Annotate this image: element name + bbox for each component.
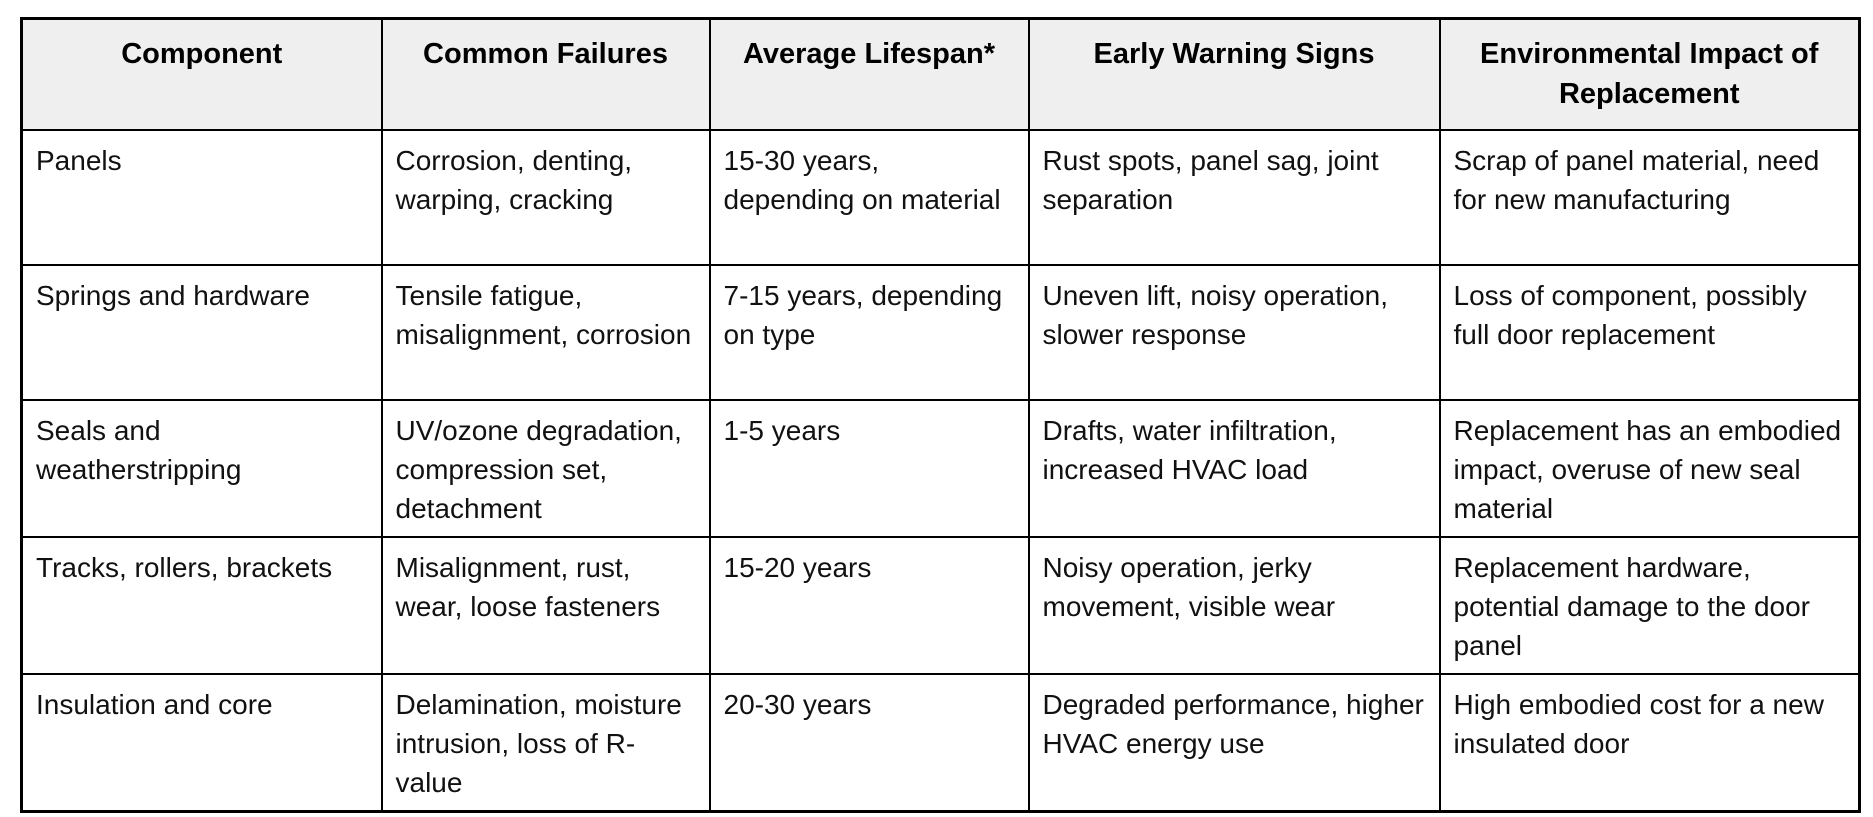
table-cell: Uneven lift, noisy operation, slower res…: [1027, 263, 1441, 401]
column-header-common-failures: Common Failures: [380, 17, 711, 131]
table-cell: High embodied cost for a new insulated d…: [1438, 672, 1861, 812]
table-cell: Misalignment, rust, wear, loose fastener…: [380, 535, 711, 675]
table-cell: Corrosion, denting, warping, cracking: [380, 128, 711, 266]
table-cell: Degraded performance, higher HVAC energy…: [1027, 672, 1441, 812]
table-row-panels: Panels Corrosion, denting, warping, crack…: [20, 128, 1861, 266]
table-cell: 20-30 years: [708, 672, 1030, 812]
table-cell: Insulation and core: [20, 672, 383, 812]
table-cell: Delamination, moisture intrusion, loss o…: [380, 672, 711, 812]
table-row-springs-and-hardware: Springs and hardware Tensile fatigue, mis…: [20, 263, 1861, 401]
component-lifespan-table: Component Common Failures Average Lifespan…: [20, 17, 1861, 813]
table-cell: Rust spots, panel sag, joint separation: [1027, 128, 1441, 266]
column-header-component: Component: [20, 17, 383, 131]
table-cell: Loss of component, possibly full door re…: [1438, 263, 1861, 401]
table-cell: Scrap of panel material, need for new ma…: [1438, 128, 1861, 266]
table-cell: 7-15 years, depending on type: [708, 263, 1030, 401]
table-row-tracks-rollers-brackets: Tracks, rollers, brackets Misalignment, r…: [20, 535, 1861, 675]
table-cell: 15-30 years, depending on material: [708, 128, 1030, 266]
column-header-early-warning-signs: Early Warning Signs: [1027, 17, 1441, 131]
table-row-seals-and-weatherstripping: Seals and weatherstripping UV/ozone degra…: [20, 398, 1861, 538]
table-cell: Noisy operation, jerky movement, visible…: [1027, 535, 1441, 675]
table-cell: Seals and weatherstripping: [20, 398, 383, 538]
table-cell: 15-20 years: [708, 535, 1030, 675]
table-cell: Springs and hardware: [20, 263, 383, 401]
table-cell: UV/ozone degradation, compression set, d…: [380, 398, 711, 538]
table-cell: Replacement hardware, potential damage t…: [1438, 535, 1861, 675]
table-cell: 1-5 years: [708, 398, 1030, 538]
table-cell: Tracks, rollers, brackets: [20, 535, 383, 675]
table-cell: Panels: [20, 128, 383, 266]
table-cell: Drafts, water infiltration, increased HV…: [1027, 398, 1441, 538]
column-header-environmental-impact-of-replacement: Environmental Impact of Replacement: [1438, 17, 1861, 131]
table-header-row: Component Common Failures Average Lifespan…: [20, 17, 1861, 131]
table-cell: Tensile fatigue, misalignment, corrosion: [380, 263, 711, 401]
table-cell: Replacement has an embodied impact, over…: [1438, 398, 1861, 538]
column-header-average-lifespan: Average Lifespan*: [708, 17, 1030, 131]
table-row-insulation-and-core: Insulation and core Delamination, moistur…: [20, 672, 1861, 812]
